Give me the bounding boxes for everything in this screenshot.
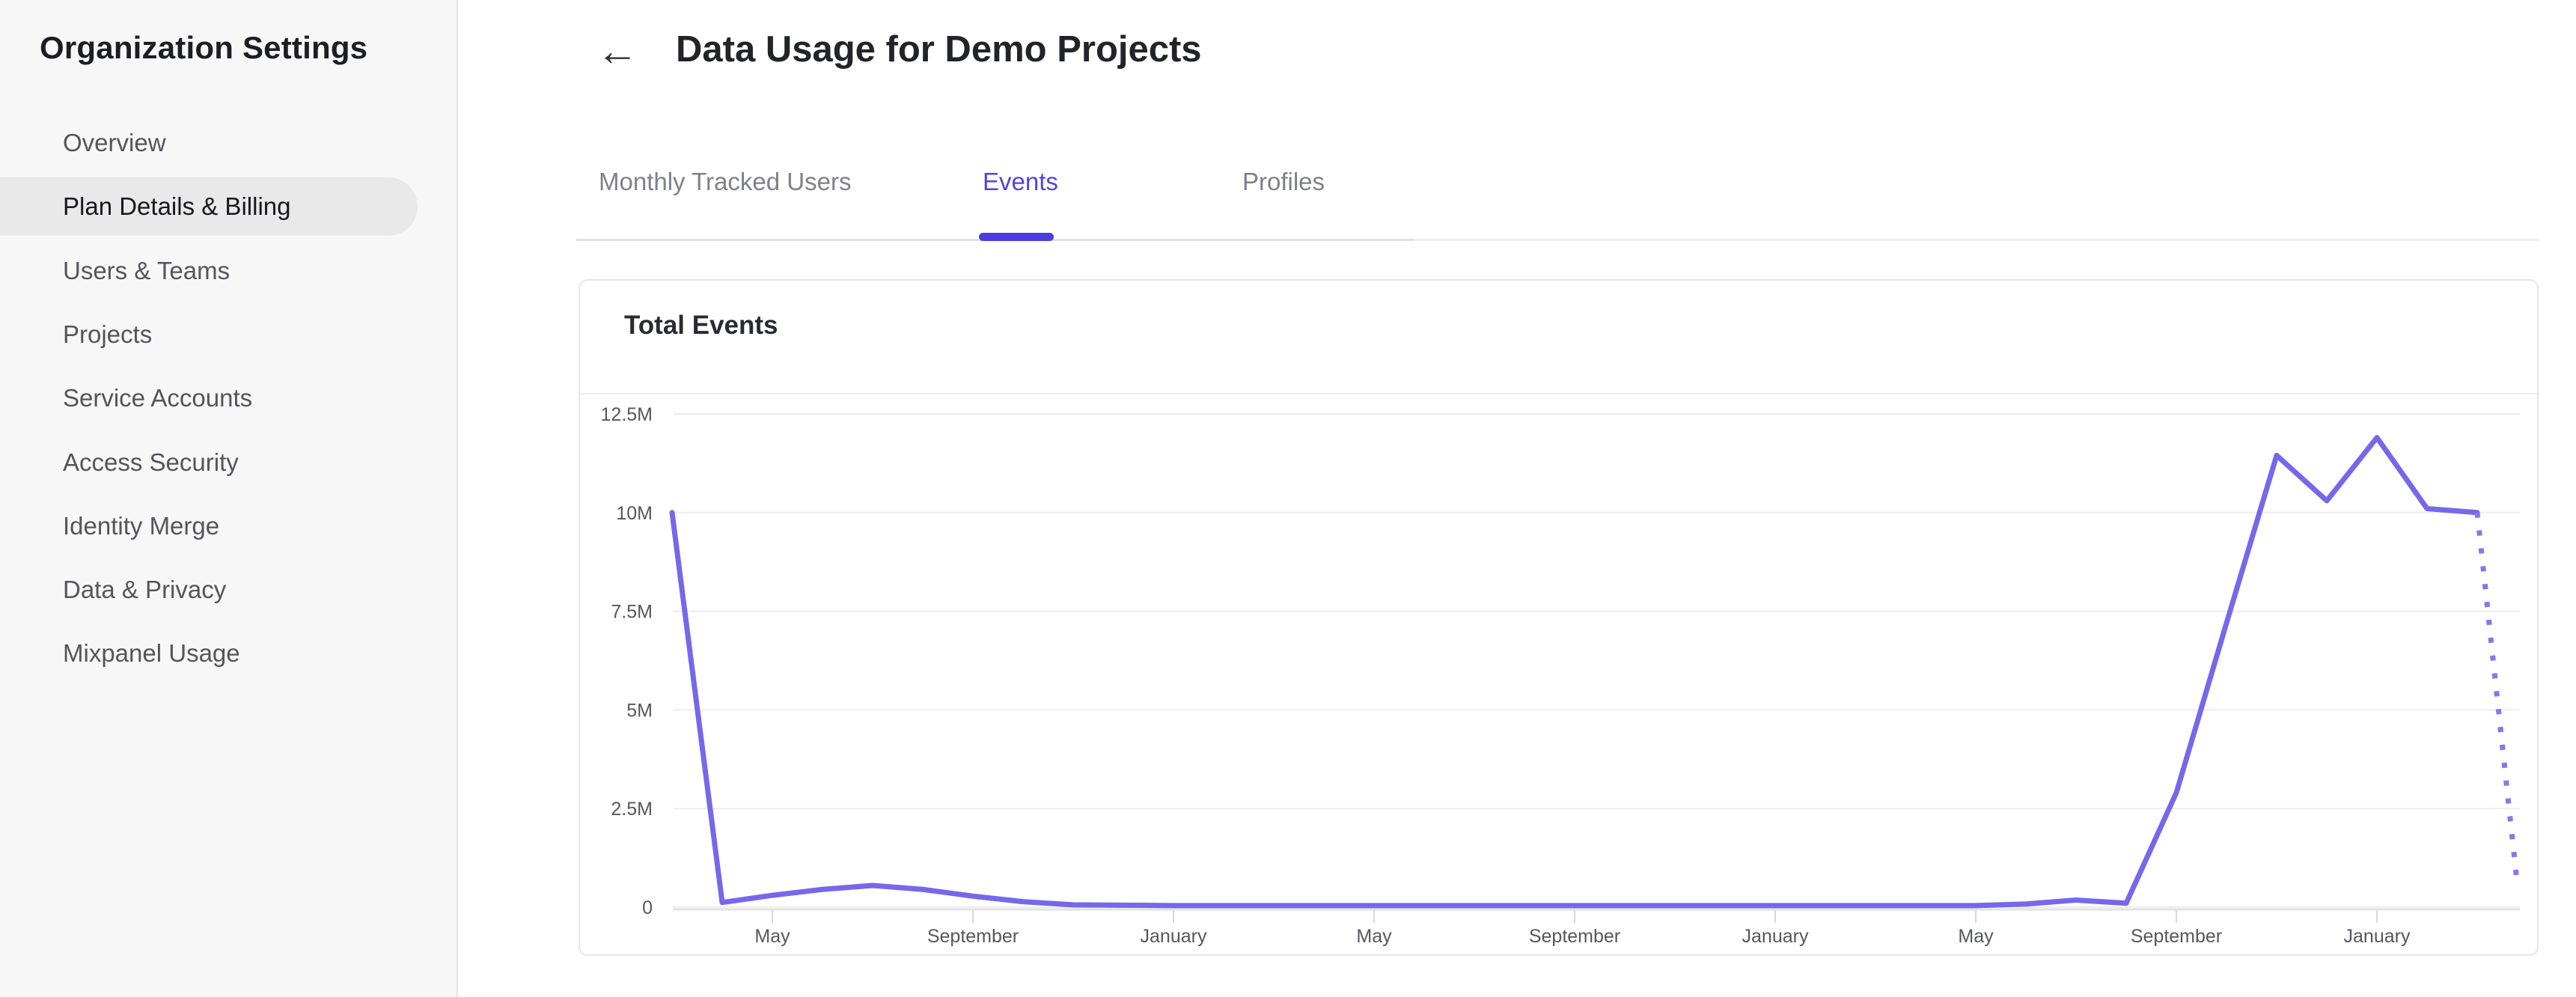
x-axis-label: May [1958,926,1994,947]
y-axis-label: 7.5M [611,602,653,623]
events-series-line [669,435,2480,909]
y-axis-label: 10M [616,503,653,524]
x-axis-label: January [2344,926,2411,947]
back-arrow-icon[interactable]: ← [596,27,638,74]
total-events-chart: 12.5M 10M 7.5M 5M 2.5M 0 May September January Ma… [601,404,2521,947]
y-axis-label: 0 [642,897,653,918]
tab-profiles[interactable]: Profiles [1242,168,1325,195]
x-axis-label: May [1356,926,1392,947]
x-axis-label: May [754,926,790,947]
y-axis-label: 2.5M [611,799,653,820]
sidebar: Organization Settings Overview Plan Detai… [0,0,458,997]
usage-card: Total Events 12.5M 10M 7.5M 5M 2.5M 0 May Septe… [579,279,2539,956]
x-axis-label: January [1742,926,1809,947]
sidebar-item-overview[interactable]: Overview [63,129,166,156]
x-axis-label: January [1141,926,1207,947]
tab-bar-rule [576,239,2539,241]
sidebar-title: Organization Settings [40,30,368,65]
y-axis-label: 12.5M [601,404,653,425]
sidebar-item-access-security[interactable]: Access Security [63,448,239,476]
x-axis-label: September [1529,926,1620,947]
x-axis-label: September [927,926,1019,947]
tab-monthly-tracked-users[interactable]: Monthly Tracked Users [599,168,852,195]
events-projected-dotted-line [2474,512,2521,888]
page-title: Data Usage for Demo Projects [676,29,1202,70]
active-tab-indicator [979,233,1054,241]
card-title: Total Events [624,311,778,340]
sidebar-item-identity-merge[interactable]: Identity Merge [63,511,220,540]
y-axis-label: 5M [626,700,653,721]
sidebar-item-plan-details-billing[interactable]: Plan Details & Billing [0,177,418,237]
sidebar-item-data-privacy[interactable]: Data & Privacy [63,576,227,604]
card-header: Total Events [580,281,2537,394]
sidebar-item-users-teams[interactable]: Users & Teams [63,256,231,284]
sidebar-item-mixpanel-usage[interactable]: Mixpanel Usage [63,639,240,668]
sidebar-item-projects[interactable]: Projects [63,320,153,348]
x-axis-label: September [2131,926,2222,947]
sidebar-item-service-accounts[interactable]: Service Accounts [63,384,253,412]
tab-events[interactable]: Events [983,168,1058,195]
